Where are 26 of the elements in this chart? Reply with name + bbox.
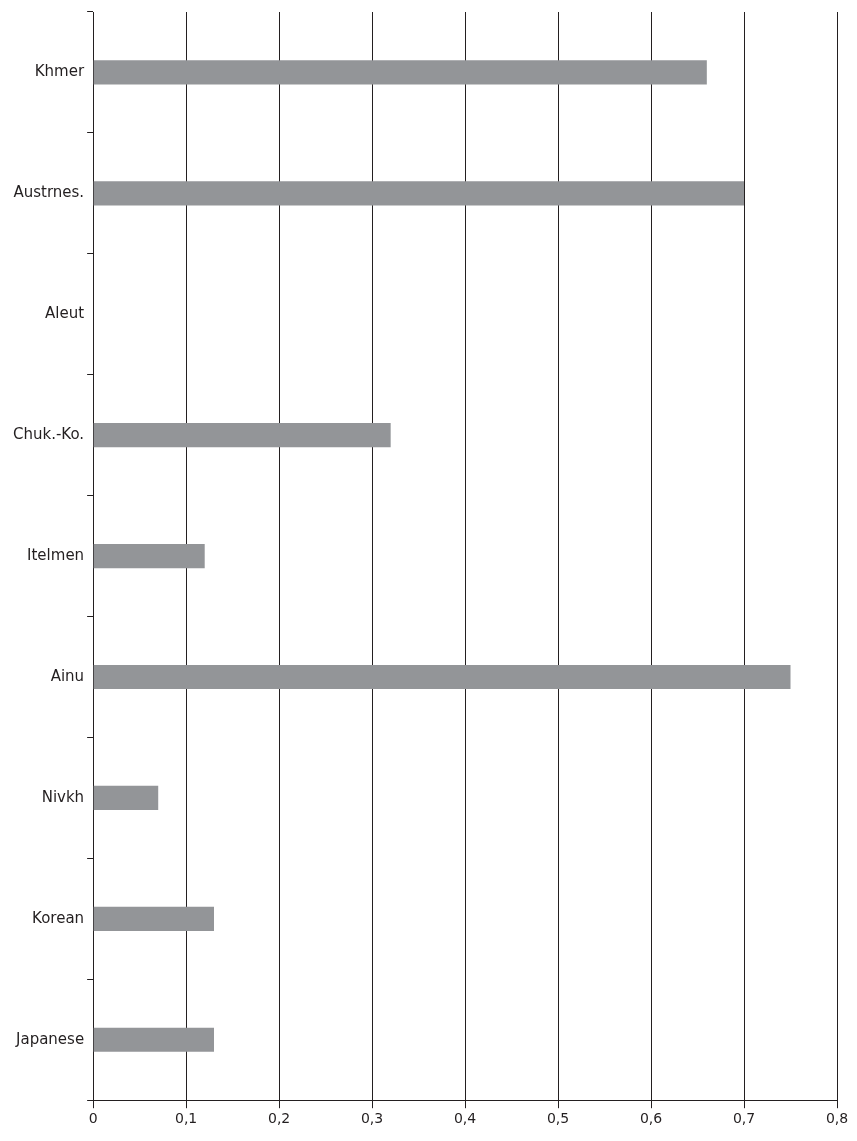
x-tick-label: 0,1 — [174, 1110, 198, 1127]
x-tick-label: 0,4 — [453, 1110, 477, 1127]
y-tick-label: Chuk.-Ko. — [12, 425, 85, 444]
x-tick-label: 0,5 — [546, 1110, 570, 1127]
bar — [93, 1027, 215, 1052]
bar — [93, 785, 159, 811]
x-tick-label: 0,8 — [825, 1110, 849, 1127]
x-tick-label: 0,6 — [639, 1110, 663, 1127]
bar — [93, 906, 215, 931]
x-tick-label: 0,3 — [360, 1110, 384, 1127]
y-tick-label: Khmer — [34, 62, 85, 81]
y-tick-label: Itelmen — [27, 545, 85, 564]
bar — [93, 544, 205, 569]
y-tick-label: Nivkh — [41, 787, 85, 806]
bar — [93, 60, 707, 85]
y-tick-label: Austrnes. — [13, 183, 85, 202]
bar — [93, 423, 391, 448]
x-tick-label: 0,2 — [267, 1110, 291, 1127]
y-tick-label: Korean — [32, 908, 85, 927]
x-tick-label: 0,7 — [732, 1110, 756, 1127]
y-tick-label: Aleut — [45, 304, 85, 323]
y-tick-label: Japanese — [15, 1029, 85, 1048]
bar — [93, 181, 745, 206]
y-tick-label: Ainu — [50, 666, 85, 685]
x-tick-label: 0 — [88, 1110, 98, 1127]
bar — [93, 664, 791, 690]
